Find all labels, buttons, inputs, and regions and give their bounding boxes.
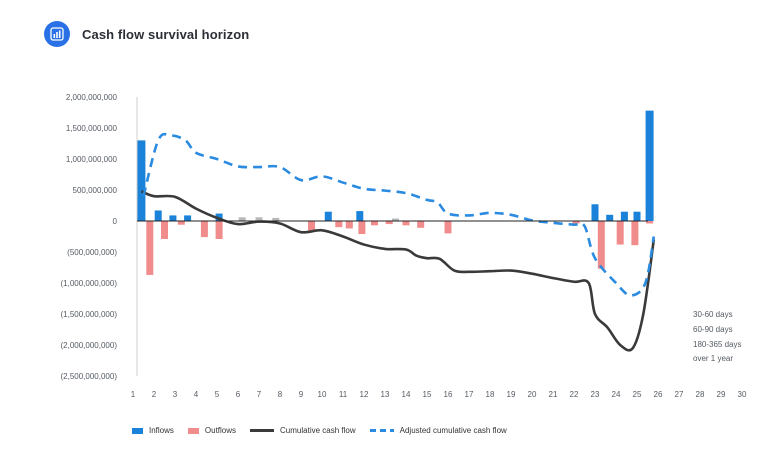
y-tick-label: (2,000,000,000)	[61, 341, 118, 350]
outflows-bar	[345, 221, 353, 229]
x-tick-label: 22	[570, 390, 579, 399]
inflows-bar	[606, 214, 614, 221]
outflows-bar	[335, 221, 343, 228]
x-tick-label: 9	[299, 390, 304, 399]
legend-label: Inflows	[149, 426, 174, 435]
x-tick-label: 23	[591, 390, 600, 399]
page-title: Cash flow survival horizon	[82, 26, 250, 42]
inflows-bar	[620, 211, 628, 221]
outflows-bar	[200, 221, 208, 238]
x-tick-label: 17	[465, 390, 474, 399]
x-tick-label: 24	[612, 390, 621, 399]
outflows-bar	[371, 221, 378, 226]
side-note: 30-60 days	[693, 310, 733, 319]
outflows-bar	[417, 221, 425, 228]
x-tick-label: 4	[194, 390, 199, 399]
x-tick-label: 7	[257, 390, 262, 399]
legend-item-inflows: Inflows	[132, 426, 174, 435]
adjusted-cumulative-line	[142, 132, 656, 297]
outflows-bar	[215, 221, 223, 239]
inflows-bar	[591, 204, 599, 221]
cumulative-swatch	[250, 429, 275, 432]
outflows-bar	[177, 221, 185, 225]
outflows-bar	[358, 221, 366, 235]
x-tick-label: 2	[152, 390, 157, 399]
inflows-bar	[645, 110, 654, 221]
x-tick-label: 13	[381, 390, 390, 399]
y-tick-label: 0	[113, 217, 118, 226]
x-tick-label: 3	[173, 390, 178, 399]
outflows-bar	[572, 221, 580, 224]
outflows-bar	[385, 221, 393, 225]
x-tick-label: 19	[507, 390, 516, 399]
inflows-bar	[154, 210, 162, 221]
y-tick-label: (1,500,000,000)	[61, 310, 118, 319]
inflows-bar	[184, 215, 192, 221]
x-tick-label: 18	[486, 390, 495, 399]
legend-item-adjusted: Adjusted cumulative cash flow	[369, 426, 507, 435]
chart-legend: Inflows Outflows Cumulative cash flow Ad…	[132, 426, 507, 435]
y-tick-label: (2,500,000,000)	[61, 372, 118, 381]
side-note: 180-365 days	[693, 340, 742, 349]
y-tick-label: 2,000,000,000	[66, 93, 118, 102]
x-tick-label: 27	[675, 390, 684, 399]
x-tick-label: 10	[318, 390, 327, 399]
x-tick-label: 5	[215, 390, 220, 399]
neutral-bar	[238, 217, 246, 221]
x-tick-label: 28	[696, 390, 705, 399]
outflows-bar	[308, 221, 315, 231]
inflows-bar	[137, 140, 146, 221]
neutral-bar	[255, 217, 263, 221]
x-tick-label: 29	[717, 390, 726, 399]
x-tick-label: 20	[528, 390, 537, 399]
inflows-bar	[324, 211, 332, 221]
x-tick-label: 11	[339, 390, 348, 399]
outflows-bar	[646, 221, 654, 224]
x-tick-label: 25	[633, 390, 642, 399]
y-tick-label: 1,000,000,000	[66, 155, 118, 164]
legend-item-cumulative: Cumulative cash flow	[250, 426, 356, 435]
y-tick-label: (500,000,000)	[67, 248, 117, 257]
legend-label: Adjusted cumulative cash flow	[399, 426, 507, 435]
y-tick-label: 500,000,000	[73, 186, 118, 195]
inflows-swatch	[132, 427, 143, 434]
inflows-bar	[633, 211, 641, 221]
bar-chart-icon	[44, 21, 70, 47]
x-tick-label: 21	[549, 390, 558, 399]
x-tick-label: 26	[654, 390, 663, 399]
legend-label: Outflows	[204, 426, 237, 435]
outflows-bar	[161, 221, 168, 239]
neutral-bar	[272, 217, 280, 221]
outflows-bar	[616, 221, 624, 245]
x-tick-label: 6	[236, 390, 241, 399]
chart-header: Cash flow survival horizon	[44, 21, 249, 47]
legend-label: Cumulative cash flow	[280, 426, 356, 435]
neutral-bar	[392, 218, 399, 221]
y-tick-label: (1,000,000,000)	[61, 279, 118, 288]
legend-item-outflows: Outflows	[187, 426, 237, 435]
x-tick-label: 15	[423, 390, 432, 399]
outflows-bar	[444, 221, 452, 234]
adjusted-swatch	[369, 429, 394, 432]
outflows-bar	[597, 221, 605, 269]
x-tick-label: 1	[131, 390, 136, 399]
outflows-bar	[631, 221, 639, 246]
outflows-bar	[146, 221, 154, 275]
outflows-swatch	[187, 427, 199, 434]
inflows-bar	[215, 213, 223, 221]
x-tick-label: 8	[278, 390, 283, 399]
side-note: over 1 year	[693, 354, 734, 363]
x-tick-label: 16	[444, 390, 453, 399]
x-tick-label: 12	[360, 390, 369, 399]
x-tick-label: 30	[738, 390, 747, 399]
inflows-bar	[169, 215, 177, 221]
cumulative-line	[140, 190, 656, 352]
x-tick-label: 14	[402, 390, 411, 399]
side-note: 60-90 days	[693, 325, 733, 334]
y-tick-label: 1,500,000,000	[66, 124, 118, 133]
inflows-bar	[356, 211, 364, 221]
outflows-bar	[402, 221, 410, 226]
